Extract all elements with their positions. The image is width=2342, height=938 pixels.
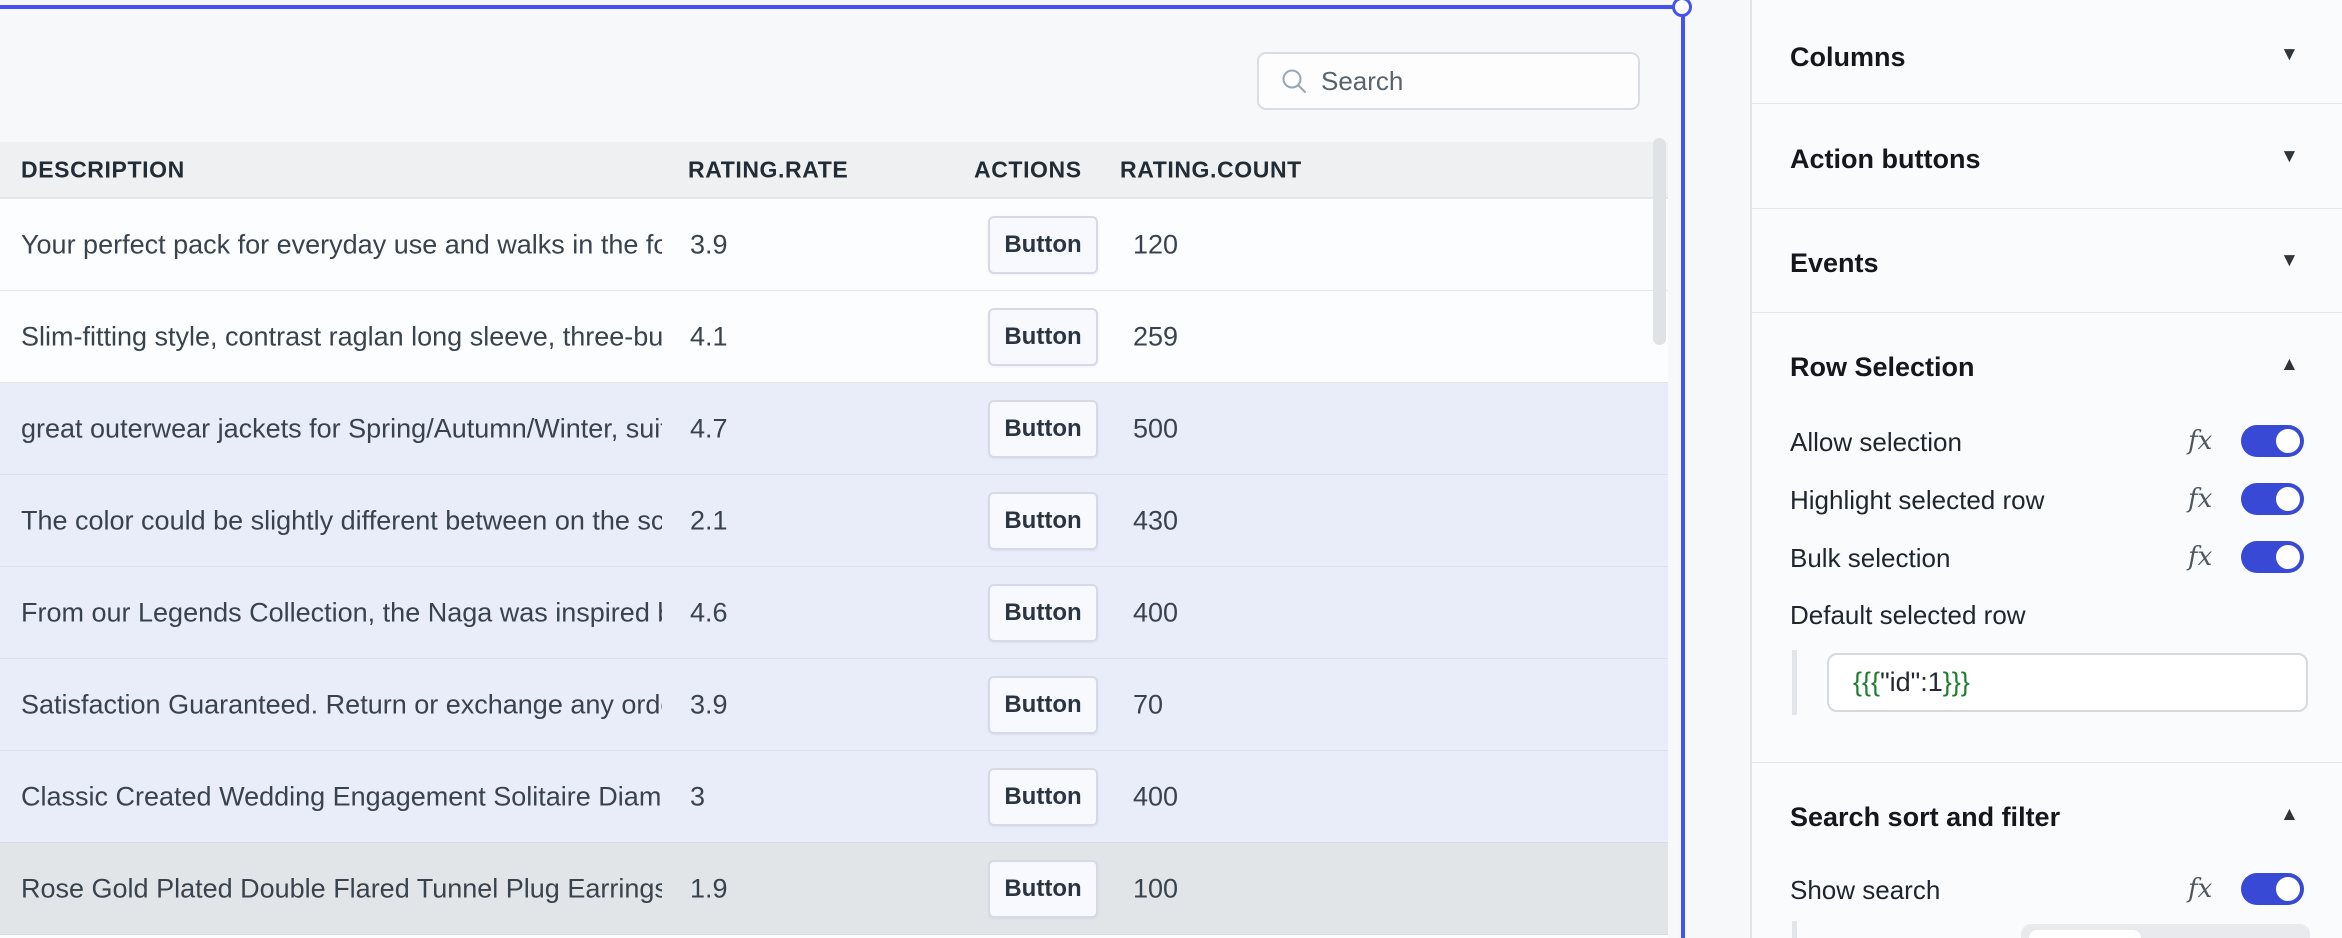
segmented-control-active-segment[interactable]	[2029, 930, 2141, 938]
table-row-partial	[0, 934, 1668, 938]
cell-description: great outerwear jackets for Spring/Autum…	[21, 413, 662, 443]
cell-rating-count: 70	[1133, 689, 1164, 719]
row-action-button[interactable]: Button	[988, 859, 1098, 918]
section-divider	[1752, 208, 2342, 209]
cell-rating-rate: 4.1	[690, 321, 728, 351]
selection-outline-top	[0, 5, 1684, 9]
cell-description: The color could be slightly different be…	[21, 505, 662, 535]
cell-description: Classic Created Wedding Engagement Solit…	[21, 781, 662, 811]
cell-description: Slim-fitting style, contrast raglan long…	[21, 321, 662, 351]
fx-button[interactable]: fx	[2188, 484, 2213, 514]
cell-rating-count: 500	[1133, 413, 1179, 443]
column-header-description[interactable]: DESCRIPTION	[21, 156, 185, 182]
section-divider	[1752, 312, 2342, 313]
section-divider	[1752, 762, 2342, 763]
highlight-selected-row-toggle[interactable]	[2241, 483, 2304, 515]
highlight-selected-row-label: Highlight selected row	[1790, 485, 2045, 515]
cell-description: From our Legends Collection, the Naga wa…	[21, 597, 662, 627]
table-header-row: DESCRIPTION RATING.RATE ACTIONS RATING.C…	[0, 142, 1668, 198]
selection-resize-handle[interactable]	[1672, 0, 1692, 17]
chevron-up-icon[interactable]: ▲	[2280, 804, 2299, 825]
cell-description: Satisfaction Guaranteed. Return or excha…	[21, 689, 662, 719]
column-header-actions: ACTIONS	[974, 156, 1082, 182]
cell-rating-count: 400	[1133, 597, 1179, 627]
section-events[interactable]: Events	[1790, 248, 1879, 278]
toggle-knob	[2276, 487, 2300, 511]
table-row-selected[interactable]: Classic Created Wedding Engagement Solit…	[0, 750, 1668, 842]
default-selected-row-input[interactable]: {{{"id":1}}}	[1827, 653, 2308, 712]
allow-selection-toggle[interactable]	[2241, 425, 2304, 457]
row-action-button[interactable]: Button	[988, 767, 1098, 826]
column-header-rating-count[interactable]: RATING.COUNT	[1120, 156, 1302, 182]
segmented-control[interactable]	[2021, 924, 2310, 938]
cell-description: Your perfect pack for everyday use and w…	[21, 229, 662, 259]
section-divider	[1752, 103, 2342, 104]
table-row-hovered[interactable]: Rose Gold Plated Double Flared Tunnel Pl…	[0, 842, 1668, 934]
table-row-selected[interactable]: From our Legends Collection, the Naga wa…	[0, 566, 1668, 658]
toggle-knob	[2276, 545, 2300, 569]
search-icon	[1282, 69, 1306, 93]
cell-rating-count: 100	[1133, 873, 1179, 903]
toggle-knob	[2276, 877, 2300, 901]
bulk-selection-toggle[interactable]	[2241, 541, 2304, 573]
cell-rating-rate: 3	[690, 781, 706, 811]
cell-rating-rate: 4.6	[690, 597, 728, 627]
cell-rating-count: 400	[1133, 781, 1179, 811]
chevron-down-icon[interactable]: ▼	[2280, 250, 2299, 271]
cell-rating-rate: 1.9	[690, 873, 728, 903]
cell-rating-count: 430	[1133, 505, 1179, 535]
cell-rating-rate: 4.7	[690, 413, 728, 443]
section-columns[interactable]: Columns	[1790, 42, 1906, 72]
table-component: DESCRIPTION RATING.RATE ACTIONS RATING.C…	[0, 142, 1668, 938]
section-action-buttons[interactable]: Action buttons	[1790, 144, 1981, 174]
cell-rating-count: 120	[1133, 229, 1179, 259]
allow-selection-label: Allow selection	[1790, 427, 1962, 457]
table-row-selected[interactable]: The color could be slightly different be…	[0, 474, 1668, 566]
toggle-knob	[2276, 429, 2300, 453]
default-selected-row-label: Default selected row	[1790, 600, 2026, 630]
row-action-button[interactable]: Button	[988, 491, 1098, 550]
show-search-toggle[interactable]	[2241, 873, 2304, 905]
chevron-down-icon[interactable]: ▼	[2280, 44, 2299, 65]
cell-rating-count: 259	[1133, 321, 1179, 351]
table-row[interactable]: Your perfect pack for everyday use and w…	[0, 198, 1668, 290]
section-search-sort-filter[interactable]: Search sort and filter	[1790, 802, 2061, 832]
cell-description: Rose Gold Plated Double Flared Tunnel Pl…	[21, 873, 662, 903]
indent-guide	[1792, 921, 1797, 938]
selection-outline-right	[1681, 5, 1685, 938]
table-row[interactable]: Slim-fitting style, contrast raglan long…	[0, 290, 1668, 382]
search-placeholder: Search	[1321, 65, 1404, 96]
section-row-selection[interactable]: Row Selection	[1790, 352, 1975, 382]
row-action-button[interactable]: Button	[988, 675, 1098, 734]
cell-rating-rate: 2.1	[690, 505, 728, 535]
fx-button[interactable]: fx	[2188, 426, 2213, 456]
row-action-button[interactable]: Button	[988, 583, 1098, 642]
row-action-button[interactable]: Button	[988, 215, 1098, 274]
row-action-button[interactable]: Button	[988, 307, 1098, 366]
table-search-input[interactable]: Search	[1257, 52, 1640, 110]
chevron-up-icon[interactable]: ▲	[2280, 354, 2299, 375]
inspector-panel: Columns ▼ Action buttons ▼ Events ▼ Row …	[1750, 0, 2342, 938]
bulk-selection-label: Bulk selection	[1790, 543, 1951, 573]
column-header-rating-rate[interactable]: RATING.RATE	[688, 156, 849, 182]
code-value: {{{"id":1}}}	[1853, 667, 1970, 697]
cell-rating-rate: 3.9	[690, 229, 728, 259]
indent-guide	[1792, 650, 1797, 715]
fx-button[interactable]: fx	[2188, 874, 2213, 904]
table-row-selected[interactable]: great outerwear jackets for Spring/Autum…	[0, 382, 1668, 474]
table-scrollbar-thumb[interactable]	[1653, 138, 1666, 345]
row-action-button[interactable]: Button	[988, 399, 1098, 458]
table-row-selected[interactable]: Satisfaction Guaranteed. Return or excha…	[0, 658, 1668, 750]
fx-button[interactable]: fx	[2188, 542, 2213, 572]
chevron-down-icon[interactable]: ▼	[2280, 146, 2299, 167]
show-search-label: Show search	[1790, 875, 1941, 905]
cell-rating-rate: 3.9	[690, 689, 728, 719]
